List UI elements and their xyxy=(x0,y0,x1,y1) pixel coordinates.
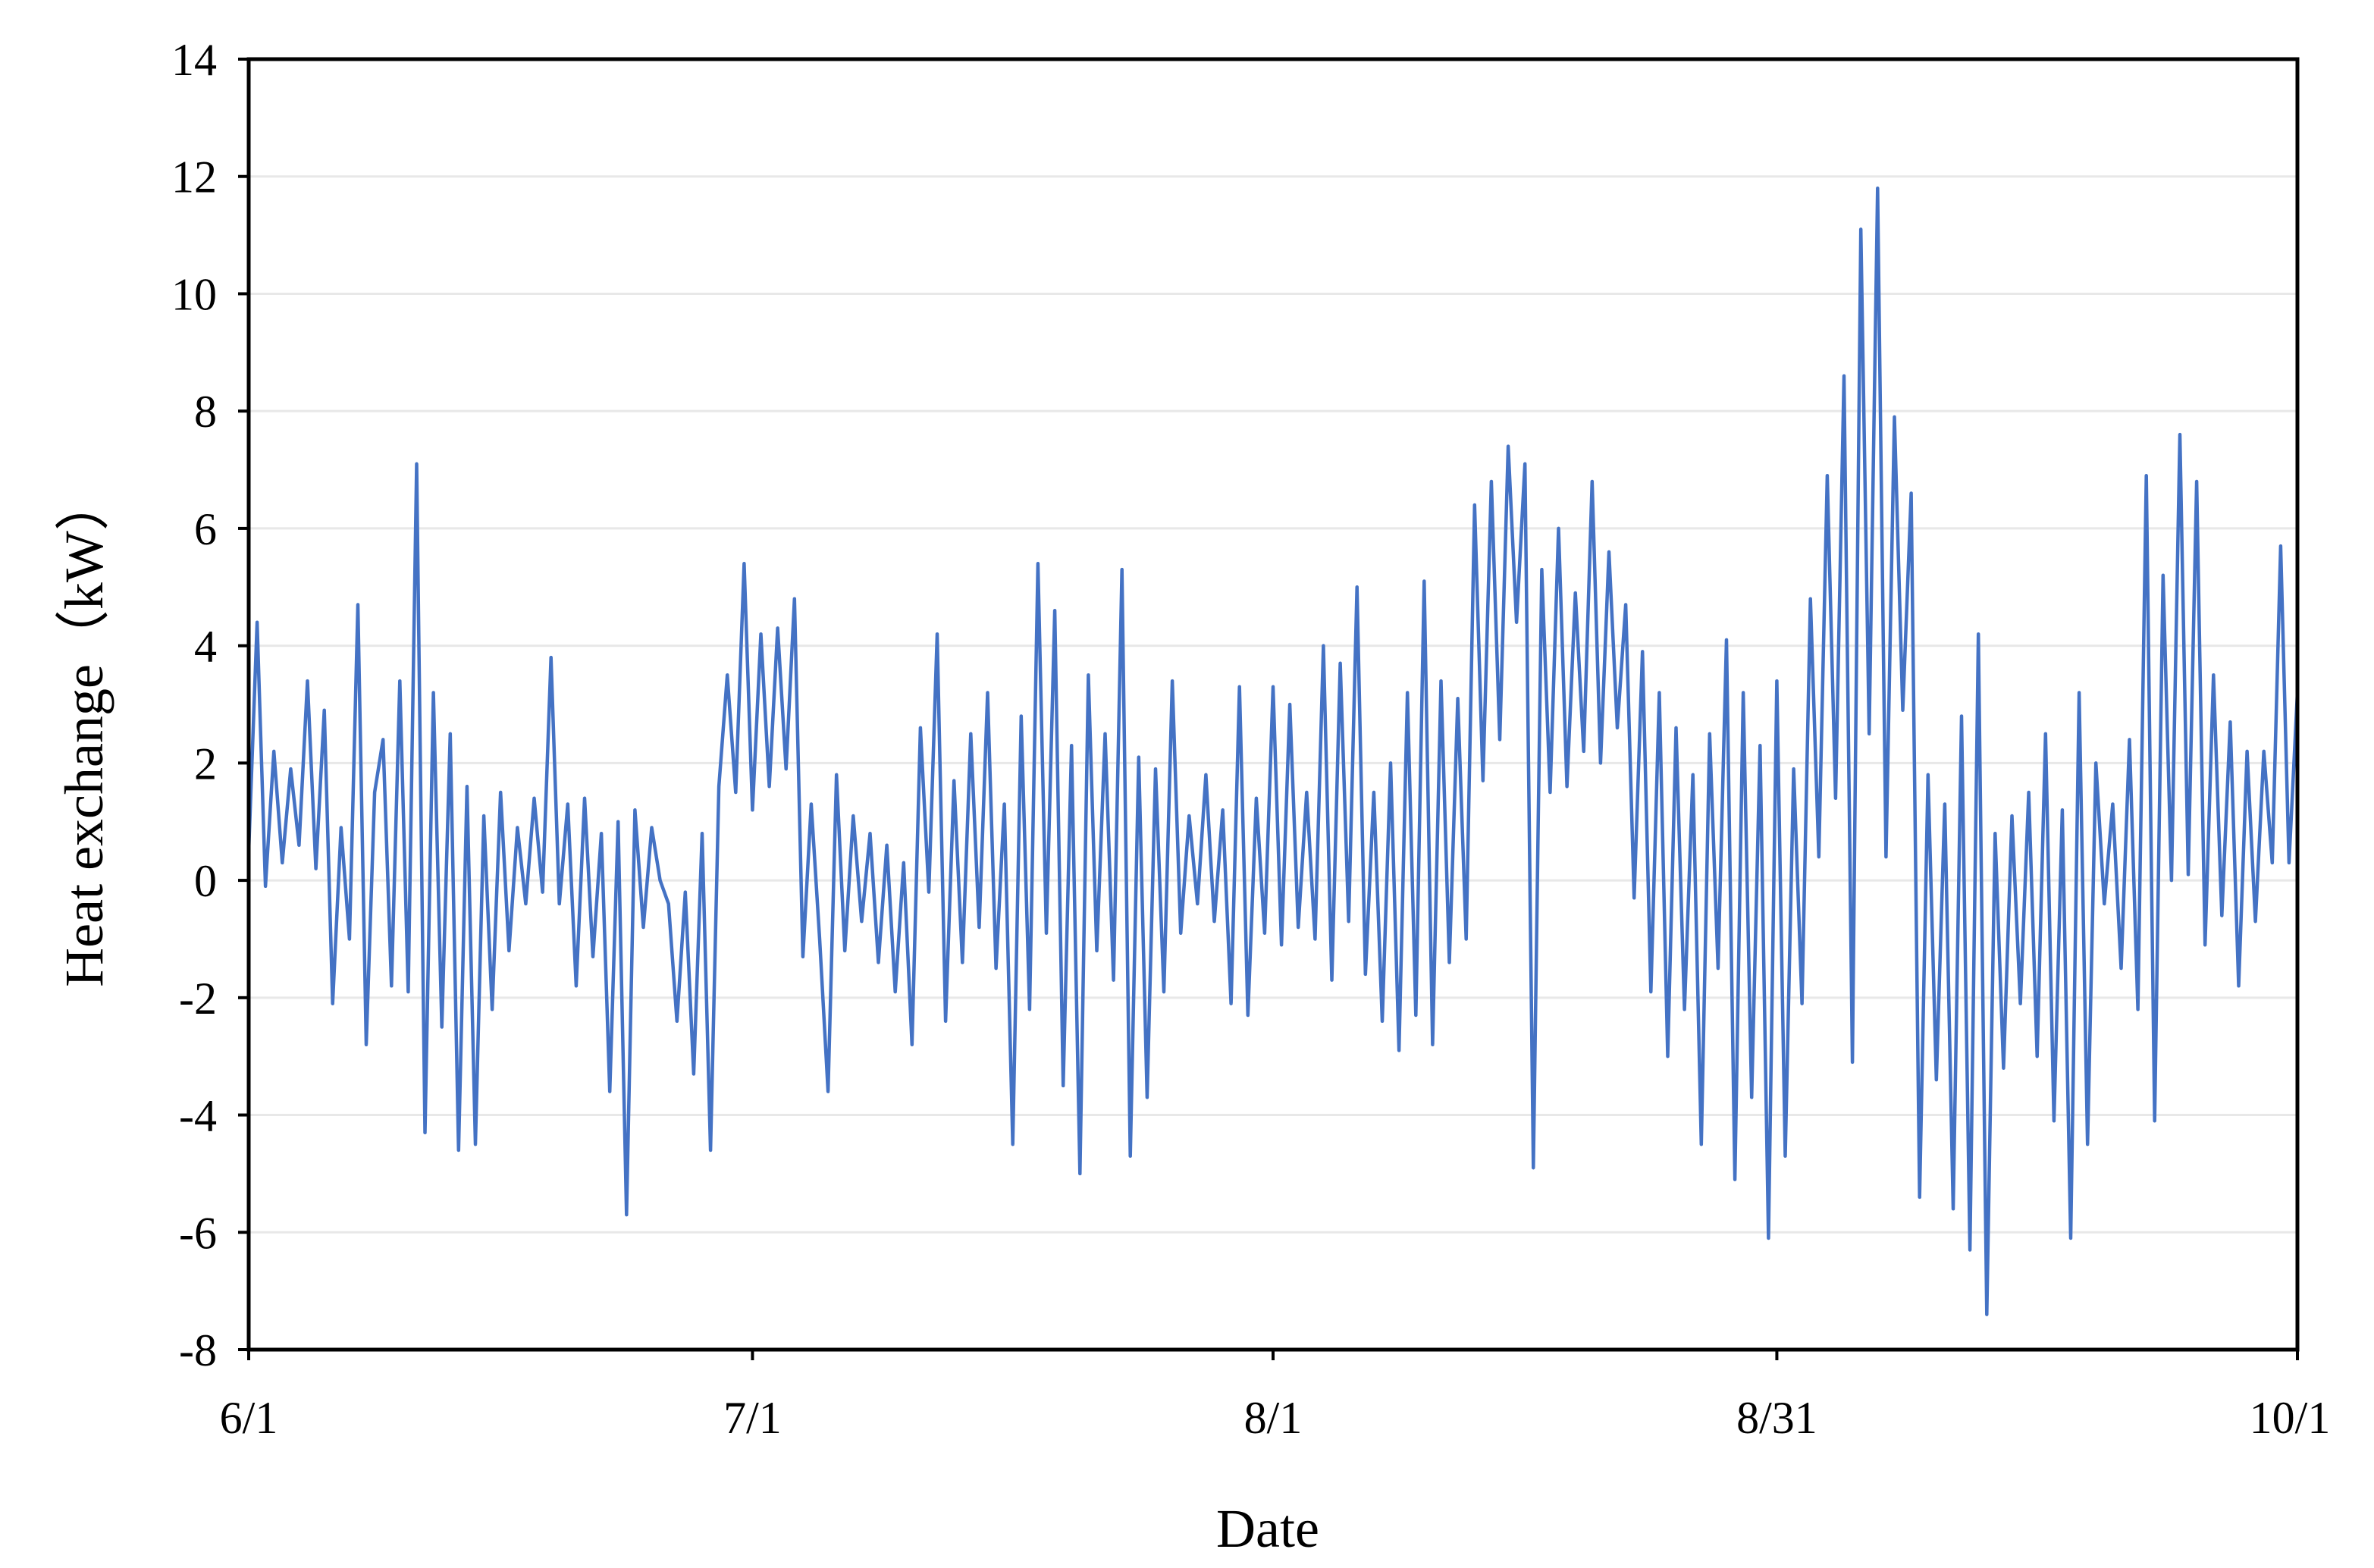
plot-area xyxy=(246,186,2300,1316)
x-tick-label: 8/1 xyxy=(1244,1393,1303,1443)
y-tick-label: 8 xyxy=(194,387,217,437)
x-axis-title: Date xyxy=(1216,1498,1319,1559)
x-tick-label: 7/1 xyxy=(723,1393,782,1443)
y-tick-label: -2 xyxy=(179,974,217,1024)
series-line xyxy=(246,186,2300,1316)
y-axis-ticks: -8 -6 -4 -2 0 2 4 6 8 10 12 14 xyxy=(171,35,249,1375)
y-tick-label: -8 xyxy=(179,1325,217,1375)
y-tick-label: 0 xyxy=(194,856,217,906)
x-tick-label: 8/31 xyxy=(1736,1393,1817,1443)
x-tick-label: 10/1 xyxy=(2250,1393,2331,1443)
y-tick-label: 12 xyxy=(171,152,217,202)
y-tick-label: 4 xyxy=(194,622,217,672)
y-tick-label: -6 xyxy=(179,1208,217,1258)
y-tick-label: 14 xyxy=(171,35,217,85)
y-tick-label: 2 xyxy=(194,739,217,789)
y-tick-label: 10 xyxy=(171,269,217,319)
x-tick-label: 6/1 xyxy=(220,1393,278,1443)
y-axis-title: Heat exchange（kW） xyxy=(54,476,114,987)
y-tick-label: -4 xyxy=(179,1091,217,1141)
x-axis-ticks: 6/1 7/1 8/1 8/31 10/1 xyxy=(220,1350,2331,1443)
y-tick-label: 6 xyxy=(194,504,217,554)
